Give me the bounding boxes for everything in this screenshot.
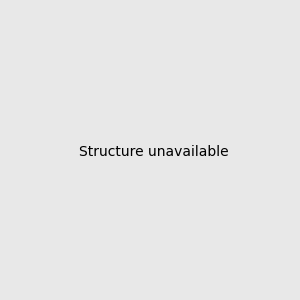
Text: Structure unavailable: Structure unavailable bbox=[79, 145, 229, 158]
